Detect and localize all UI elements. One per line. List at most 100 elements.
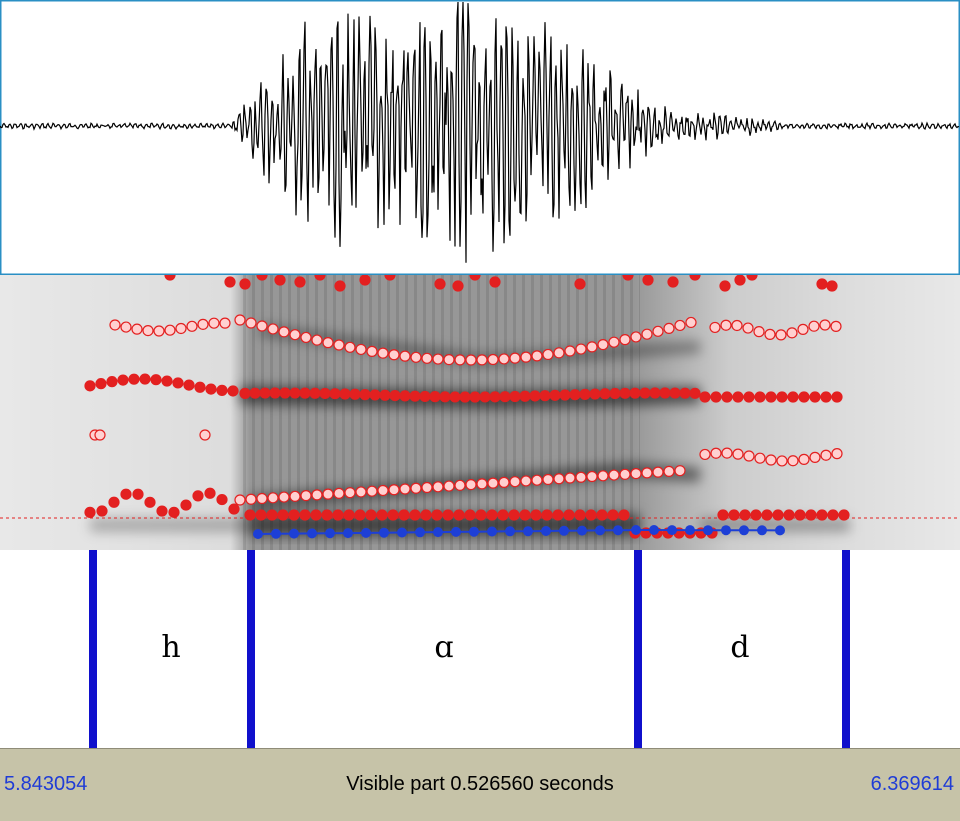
formant-point <box>84 506 96 518</box>
formant-point <box>489 391 501 403</box>
formant-point <box>798 391 810 403</box>
formant-point <box>746 275 758 281</box>
formant-point <box>663 465 675 477</box>
formant-point <box>618 509 630 521</box>
pitch-point <box>703 525 713 536</box>
formant-point <box>289 387 301 399</box>
formant-point <box>256 320 268 332</box>
formant-point <box>186 320 198 332</box>
formant-point <box>498 476 510 488</box>
formant-point <box>299 509 311 521</box>
formant-point <box>329 388 341 400</box>
waveform-trace <box>0 1 960 263</box>
formant-point <box>156 505 168 517</box>
waveform-panel[interactable] <box>0 0 960 275</box>
formant-point <box>274 275 286 286</box>
formant-point <box>269 387 281 399</box>
formant-point <box>509 476 521 488</box>
formant-point <box>349 388 361 400</box>
formant-point <box>699 391 711 403</box>
formant-point <box>783 509 795 521</box>
formant-point <box>431 509 443 521</box>
formant-point <box>294 276 306 288</box>
formant-point <box>586 470 598 483</box>
formant-point <box>289 329 301 341</box>
formant-point <box>831 391 843 403</box>
formant-point <box>721 447 733 459</box>
formant-point <box>365 509 377 521</box>
spectrogram-plot <box>0 275 960 550</box>
formant-point <box>809 451 821 463</box>
formant-point <box>421 481 433 494</box>
formant-point <box>150 374 162 386</box>
formant-point <box>439 391 451 403</box>
formant-point <box>164 275 176 281</box>
formant-point <box>309 387 321 399</box>
formant-point <box>194 381 206 393</box>
formant-point <box>288 509 300 521</box>
pitch-point <box>343 528 353 539</box>
formant-point <box>710 447 722 459</box>
pitch-point <box>739 525 749 536</box>
formant-point <box>497 509 509 521</box>
formant-point <box>388 484 400 496</box>
formant-point <box>244 509 256 521</box>
formant-point <box>487 353 499 366</box>
formant-point <box>234 314 246 326</box>
pitch-point <box>577 525 587 536</box>
formant-point <box>597 470 609 482</box>
formant-point <box>227 385 239 397</box>
formant-point <box>443 480 455 492</box>
formant-point <box>563 509 575 521</box>
formant-point <box>476 478 488 490</box>
formant-point <box>699 448 711 461</box>
formant-point <box>750 509 762 521</box>
formant-point <box>278 491 290 503</box>
formant-point <box>333 339 345 351</box>
pitch-point <box>379 527 389 538</box>
pitch-point <box>649 525 659 535</box>
formant-point <box>608 336 620 348</box>
formant-point <box>216 384 228 396</box>
formant-point <box>531 474 543 486</box>
formant-point <box>529 390 541 402</box>
formant-point <box>453 509 465 521</box>
segment-label-a[interactable]: ɑ <box>434 630 454 665</box>
visible-part-label[interactable]: Visible part 0.526560 seconds <box>346 773 614 795</box>
spectrogram-panel[interactable] <box>0 275 960 550</box>
formant-point <box>266 509 278 521</box>
formant-point <box>172 377 184 389</box>
formant-point <box>366 345 378 357</box>
formant-point <box>798 453 810 465</box>
segment-label-d[interactable]: d <box>730 630 750 665</box>
textgrid-tier[interactable] <box>0 550 960 748</box>
formant-point <box>117 374 129 386</box>
formant-point <box>95 378 107 390</box>
pitch-point <box>415 527 425 538</box>
formant-point <box>475 509 487 521</box>
formant-point <box>639 387 651 399</box>
segment-label-h[interactable]: h <box>161 630 181 665</box>
formant-point <box>452 280 464 292</box>
formant-point <box>164 324 176 336</box>
pitch-point <box>253 529 263 539</box>
formant-point <box>139 373 151 385</box>
pitch-point <box>595 525 605 536</box>
formant-point <box>641 328 653 340</box>
end-time-label[interactable]: 6.369614 <box>870 773 954 795</box>
formant-point <box>96 505 108 517</box>
waveform-plot <box>0 0 960 275</box>
formant-point <box>300 490 312 502</box>
status-bar: Visible part 0.526560 seconds 5.843054 6… <box>0 748 960 821</box>
formant-point <box>379 389 391 401</box>
formant-point <box>464 509 476 521</box>
formant-point <box>204 487 216 499</box>
formant-point <box>619 387 631 399</box>
formant-point <box>641 467 653 479</box>
formant-point <box>153 325 165 337</box>
formant-point <box>508 509 520 521</box>
pitch-point <box>451 526 461 537</box>
formant-point <box>144 496 156 508</box>
formant-point <box>728 509 740 521</box>
start-time-label[interactable]: 5.843054 <box>4 773 88 795</box>
